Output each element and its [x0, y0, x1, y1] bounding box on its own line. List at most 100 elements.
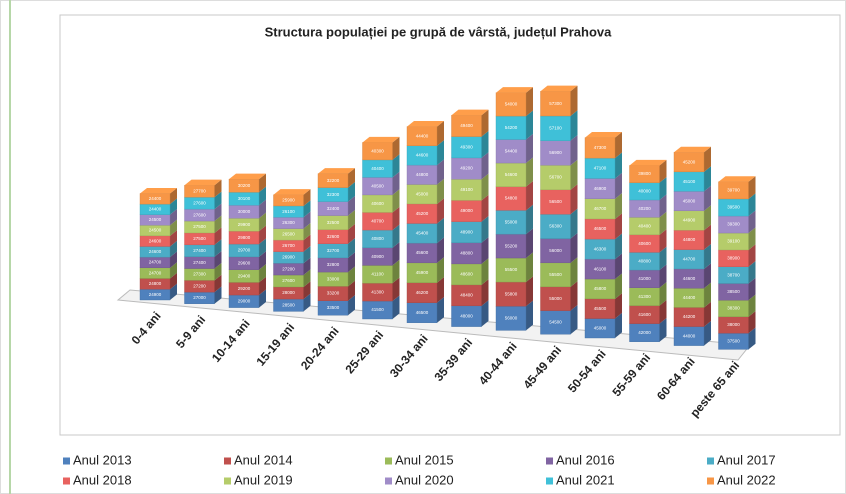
bar-side — [659, 300, 667, 324]
bar-side — [303, 281, 311, 300]
bar-side — [392, 154, 400, 178]
bar-segment — [495, 305, 527, 331]
value-label: 39800 — [638, 171, 651, 176]
bar-top — [718, 176, 756, 182]
value-label: 44400 — [683, 295, 696, 300]
bar-side — [704, 301, 711, 327]
value-label: 48400 — [460, 293, 473, 298]
value-label: 38300 — [727, 306, 740, 311]
value-label: 41300 — [371, 289, 384, 294]
bar-side — [748, 261, 756, 284]
bar-side — [170, 262, 177, 279]
bar-side — [748, 311, 756, 334]
bar-side — [748, 294, 756, 317]
value-label: 40000 — [638, 189, 651, 194]
bar-side — [615, 293, 622, 319]
bar-side — [704, 146, 711, 172]
value-label: 54200 — [505, 125, 518, 130]
bar-side — [748, 327, 756, 350]
value-label: 55000 — [505, 219, 518, 224]
bar-side — [303, 200, 311, 218]
bar-side — [615, 312, 622, 338]
value-label: 49100 — [460, 187, 473, 192]
bar-side — [392, 242, 400, 266]
value-label: 41500 — [371, 307, 384, 312]
value-label: 24600 — [149, 249, 162, 254]
bar-side — [526, 276, 533, 307]
value-label: 48900 — [460, 229, 473, 234]
value-label: 44900 — [683, 218, 696, 223]
bar-side — [437, 297, 444, 323]
legend-swatch — [546, 457, 553, 465]
bar-side — [748, 176, 756, 199]
bar-side — [392, 259, 400, 284]
bar-side — [481, 109, 489, 137]
value-label: 27700 — [193, 188, 206, 193]
value-label: 26100 — [282, 209, 295, 214]
legend-swatch — [385, 457, 392, 465]
bar-side — [570, 233, 578, 263]
bar-side — [214, 262, 222, 281]
bar-side — [392, 277, 400, 302]
bar-side — [303, 246, 311, 264]
value-label: 45100 — [683, 179, 696, 184]
bar-side — [392, 206, 400, 231]
bar-side — [259, 225, 266, 245]
value-label: 27200 — [193, 283, 206, 288]
value-label: 49000 — [460, 208, 473, 213]
bar-side — [704, 224, 711, 250]
legend-label: Anul 2020 — [395, 472, 454, 487]
value-label: 26300 — [282, 220, 295, 225]
value-label: 39500 — [727, 205, 740, 210]
bar-side — [303, 269, 311, 287]
bar-side — [526, 228, 533, 259]
bar-side — [214, 179, 222, 198]
bar-side — [481, 237, 489, 264]
value-label: 27400 — [193, 260, 206, 265]
bar-side — [481, 173, 489, 201]
value-label: 41300 — [638, 294, 651, 299]
value-label: 38900 — [727, 256, 740, 261]
bar-side — [748, 277, 756, 301]
bar-side — [748, 244, 756, 267]
value-label: 55500 — [505, 267, 518, 272]
value-label: 55000 — [549, 296, 562, 301]
legend-label: Anul 2022 — [717, 472, 776, 487]
value-label: 48800 — [460, 251, 473, 256]
bar-side — [526, 300, 533, 331]
value-label: 39300 — [727, 222, 740, 227]
legend-label: Anul 2017 — [717, 452, 776, 467]
value-label: 24400 — [149, 207, 162, 212]
value-label: 47100 — [594, 165, 607, 170]
bar-side — [348, 182, 355, 202]
value-label: 45000 — [683, 198, 696, 203]
value-label: 44400 — [416, 133, 429, 138]
bar-side — [348, 266, 355, 287]
value-label: 26500 — [282, 232, 295, 237]
value-label: 46200 — [416, 290, 429, 295]
bar-top — [585, 132, 622, 138]
value-label: 41000 — [638, 276, 651, 281]
bar-side — [615, 132, 622, 159]
value-label: 29900 — [238, 222, 251, 227]
value-label: 29800 — [238, 235, 251, 240]
value-label: 54500 — [549, 320, 562, 325]
value-label: 39100 — [727, 239, 740, 244]
bar-side — [659, 194, 667, 218]
value-label: 40500 — [371, 183, 384, 188]
value-label: 56700 — [549, 175, 562, 180]
value-label: 41100 — [371, 271, 384, 276]
bar-side — [170, 209, 177, 226]
value-label: 45000 — [416, 191, 429, 196]
bar-side — [570, 159, 578, 190]
bar-side — [704, 205, 711, 231]
bar-side — [170, 240, 177, 258]
value-label: 33500 — [327, 305, 340, 310]
bar-side — [615, 253, 622, 280]
bar-side — [392, 136, 400, 160]
bar-top — [629, 159, 667, 166]
bar-segment — [540, 90, 571, 117]
value-label: 40600 — [371, 201, 384, 206]
value-label: 39700 — [727, 188, 740, 193]
value-label: 40800 — [638, 258, 651, 263]
